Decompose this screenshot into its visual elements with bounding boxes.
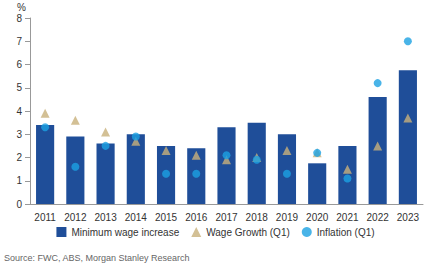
svg-text:Inflation (Q1): Inflation (Q1) <box>317 227 375 238</box>
svg-text:4: 4 <box>16 106 22 117</box>
svg-text:2023: 2023 <box>397 212 420 223</box>
svg-text:Wage Growth (Q1): Wage Growth (Q1) <box>206 227 290 238</box>
svg-text:7: 7 <box>16 36 22 47</box>
svg-text:1: 1 <box>16 175 22 186</box>
svg-text:2019: 2019 <box>276 212 299 223</box>
svg-text:2018: 2018 <box>246 212 269 223</box>
svg-text:3: 3 <box>16 129 22 140</box>
svg-text:2017: 2017 <box>215 212 238 223</box>
svg-text:Minimum wage increase: Minimum wage increase <box>71 227 179 238</box>
svg-text:2011: 2011 <box>34 212 56 223</box>
svg-text:2021: 2021 <box>336 212 359 223</box>
svg-text:2014: 2014 <box>125 212 148 223</box>
svg-text:2013: 2013 <box>94 212 117 223</box>
svg-text:2012: 2012 <box>64 212 87 223</box>
svg-text:2015: 2015 <box>155 212 178 223</box>
svg-text:6: 6 <box>16 59 22 70</box>
svg-text:2016: 2016 <box>185 212 208 223</box>
svg-text:0: 0 <box>16 199 22 210</box>
svg-text:5: 5 <box>16 82 22 93</box>
svg-text:8: 8 <box>16 13 22 24</box>
svg-text:%: % <box>17 2 26 13</box>
svg-text:2022: 2022 <box>367 212 390 223</box>
svg-text:2: 2 <box>16 152 22 163</box>
svg-text:2020: 2020 <box>306 212 329 223</box>
svg-text:Source: FWC, ABS, Morgan Stanl: Source: FWC, ABS, Morgan Stanley Researc… <box>4 253 190 263</box>
